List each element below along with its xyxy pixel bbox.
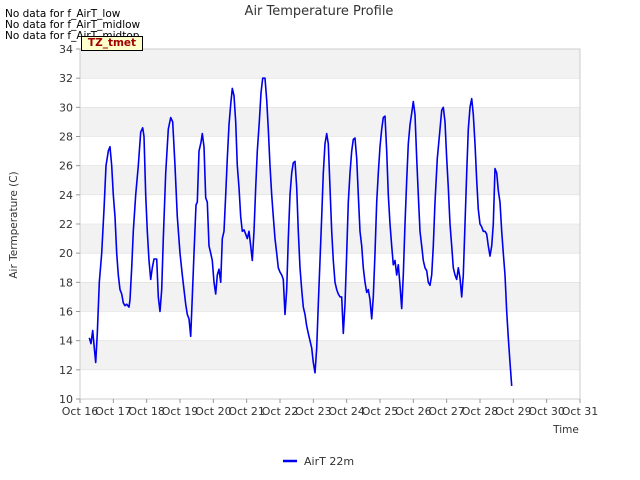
y-tick-label: 10	[59, 393, 73, 406]
legend-label: AirT 22m	[304, 455, 354, 468]
x-axis-label: Time	[552, 424, 579, 436]
x-tick-label: Oct 20	[195, 405, 232, 418]
x-tick-label: Oct 16	[62, 405, 99, 418]
x-tick-label: Oct 17	[95, 405, 132, 418]
plot-band	[80, 340, 580, 370]
y-tick-label: 30	[59, 101, 73, 114]
no-data-note-low: No data for f_AirT_low	[5, 8, 121, 20]
y-tick-label: 14	[59, 335, 73, 348]
tz-label-badge: TZ_tmet	[81, 36, 143, 51]
series-line-airt-22m	[88, 77, 513, 386]
y-tick-label: 34	[59, 43, 73, 56]
x-tick-label: Oct 29	[495, 405, 532, 418]
no-data-note-midlow: No data for f_AirT_midlow	[5, 19, 141, 31]
y-tick-label: 16	[59, 306, 73, 319]
x-tick-label: Oct 25	[362, 405, 399, 418]
y-tick-label: 22	[59, 218, 73, 231]
x-tick-label: Oct 28	[462, 405, 499, 418]
x-tick-label: Oct 24	[328, 405, 365, 418]
x-tick-label: Oct 31	[562, 405, 599, 418]
x-tick-label: Oct 27	[428, 405, 465, 418]
chart-title: Air Temperature Profile	[245, 4, 394, 19]
x-tick-label: Oct 30	[528, 405, 565, 418]
y-tick-label: 18	[59, 276, 73, 289]
y-axis-label: Air Termperature (C)	[8, 171, 20, 278]
x-tick-label: Oct 22	[262, 405, 299, 418]
x-tick-label: Oct 21	[228, 405, 265, 418]
y-tick-label: 20	[59, 247, 73, 260]
y-tick-label: 26	[59, 160, 73, 173]
plot-band	[80, 224, 580, 254]
x-tick-label: Oct 26	[395, 405, 432, 418]
y-tick-label: 32	[59, 72, 73, 85]
x-tick-label: Oct 19	[162, 405, 199, 418]
plot-band	[80, 282, 580, 312]
x-tick-label: Oct 18	[128, 405, 165, 418]
x-tick-label: Oct 23	[295, 405, 332, 418]
y-tick-label: 28	[59, 131, 73, 144]
plot-band	[80, 49, 580, 79]
y-tick-label: 12	[59, 364, 73, 377]
y-tick-label: 24	[59, 189, 73, 202]
plot-band	[80, 107, 580, 137]
